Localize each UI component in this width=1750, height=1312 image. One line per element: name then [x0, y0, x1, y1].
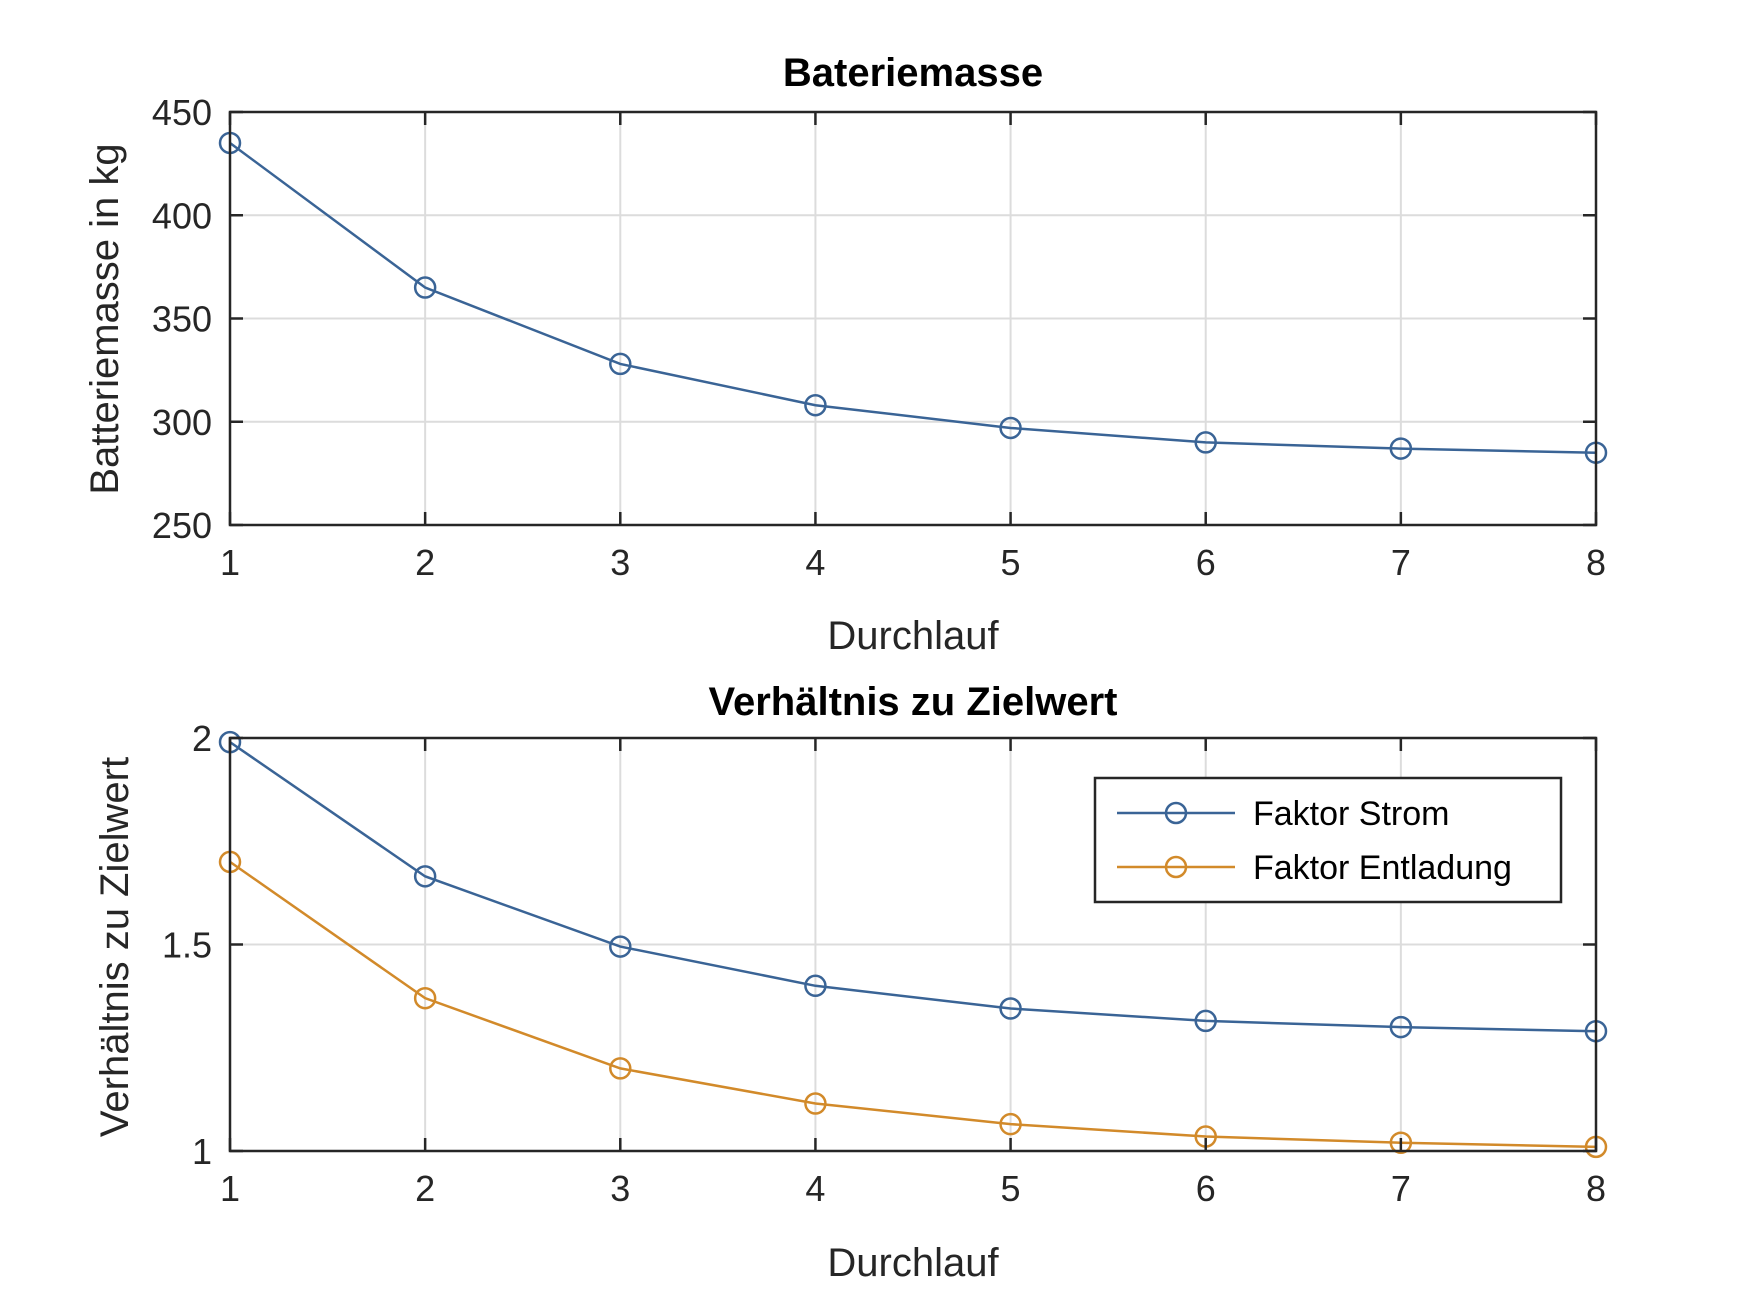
y-tick-label: 300 — [152, 402, 212, 443]
y-tick-label: 400 — [152, 195, 212, 236]
x-tick-label: 2 — [415, 542, 435, 583]
tick-labels: 1 2 3 4 5 6 7 8 1 1.5 2 — [162, 718, 1606, 1209]
y-tick-label: 250 — [152, 505, 212, 546]
chart-title: Bateriemasse — [783, 51, 1043, 95]
data-point — [1194, 1009, 1217, 1033]
x-axis-label: Durchlauf — [827, 1241, 999, 1285]
chart-battery-mass: Bateriemasse Batteriemasse in kg Durchla… — [83, 51, 1608, 658]
x-tick-label: 1 — [220, 542, 240, 583]
legend-label: Faktor Entladung — [1253, 849, 1512, 887]
chart-title: Verhältnis zu Zielwert — [708, 680, 1117, 724]
y-axis-label: Verhältnis zu Zielwert — [93, 757, 137, 1137]
series-layer — [218, 730, 1608, 1159]
x-tick-label: 7 — [1391, 542, 1411, 583]
legend-item: Faktor Entladung — [1117, 849, 1512, 887]
data-point — [999, 416, 1022, 440]
y-tick-label: 1.5 — [162, 925, 212, 966]
legend-marker — [1164, 855, 1188, 879]
y-tick-label: 350 — [152, 299, 212, 340]
legend-item: Faktor Strom — [1117, 795, 1449, 833]
x-tick-label: 8 — [1586, 542, 1606, 583]
x-axis-label: Durchlauf — [827, 614, 999, 658]
data-point — [1389, 1131, 1413, 1154]
tick-labels: 1 2 3 4 5 6 7 8 250 300 350 400 450 — [152, 92, 1606, 583]
data-point — [804, 1092, 827, 1115]
y-tick-label: 1 — [192, 1131, 212, 1172]
data-point — [804, 974, 827, 998]
legend-label: Faktor Strom — [1253, 795, 1449, 833]
data-point — [413, 986, 437, 1010]
x-tick-label: 8 — [1586, 1168, 1606, 1209]
y-tick-label: 450 — [152, 92, 212, 133]
x-tick-label: 3 — [610, 1168, 630, 1209]
data-point — [413, 865, 437, 888]
axes-box — [228, 110, 1598, 527]
legend: Faktor Strom Faktor Entladung — [1093, 776, 1563, 904]
x-tick-label: 1 — [220, 1168, 240, 1209]
x-tick-label: 3 — [610, 542, 630, 583]
x-tick-label: 6 — [1196, 1168, 1216, 1209]
data-point — [1194, 431, 1217, 454]
axes — [228, 110, 1598, 527]
series-line — [229, 141, 1597, 454]
x-tick-label: 6 — [1196, 542, 1216, 583]
y-tick-label: 2 — [192, 718, 212, 759]
x-tick-label: 5 — [1001, 542, 1021, 583]
data-point — [1389, 437, 1413, 460]
grid — [230, 738, 1596, 1151]
x-tick-label: 4 — [805, 542, 825, 583]
data-point — [1389, 1015, 1413, 1039]
axes-box — [228, 736, 1598, 1153]
chart-target-ratio: Verhältnis zu Zielwert Verhältnis zu Zie… — [93, 680, 1608, 1285]
y-axis-label: Batteriemasse in kg — [83, 143, 127, 494]
axes — [228, 736, 1598, 1153]
data-point — [609, 352, 632, 376]
series-line — [229, 741, 1597, 1033]
x-tick-label: 5 — [1001, 1168, 1021, 1209]
series-line — [229, 860, 1597, 1149]
data-point — [413, 276, 437, 299]
series-0 — [218, 730, 1608, 1043]
data-point — [999, 1112, 1022, 1136]
data-point — [609, 935, 632, 958]
series-1 — [218, 850, 1608, 1159]
x-tick-label: 7 — [1391, 1168, 1411, 1209]
legend-marker — [1164, 801, 1188, 825]
x-tick-label: 4 — [805, 1168, 825, 1209]
grid — [230, 112, 1596, 525]
data-point — [999, 997, 1022, 1020]
x-tick-label: 2 — [415, 1168, 435, 1209]
data-point — [609, 1057, 632, 1080]
data-point — [804, 393, 827, 417]
legend-box — [1093, 776, 1563, 904]
